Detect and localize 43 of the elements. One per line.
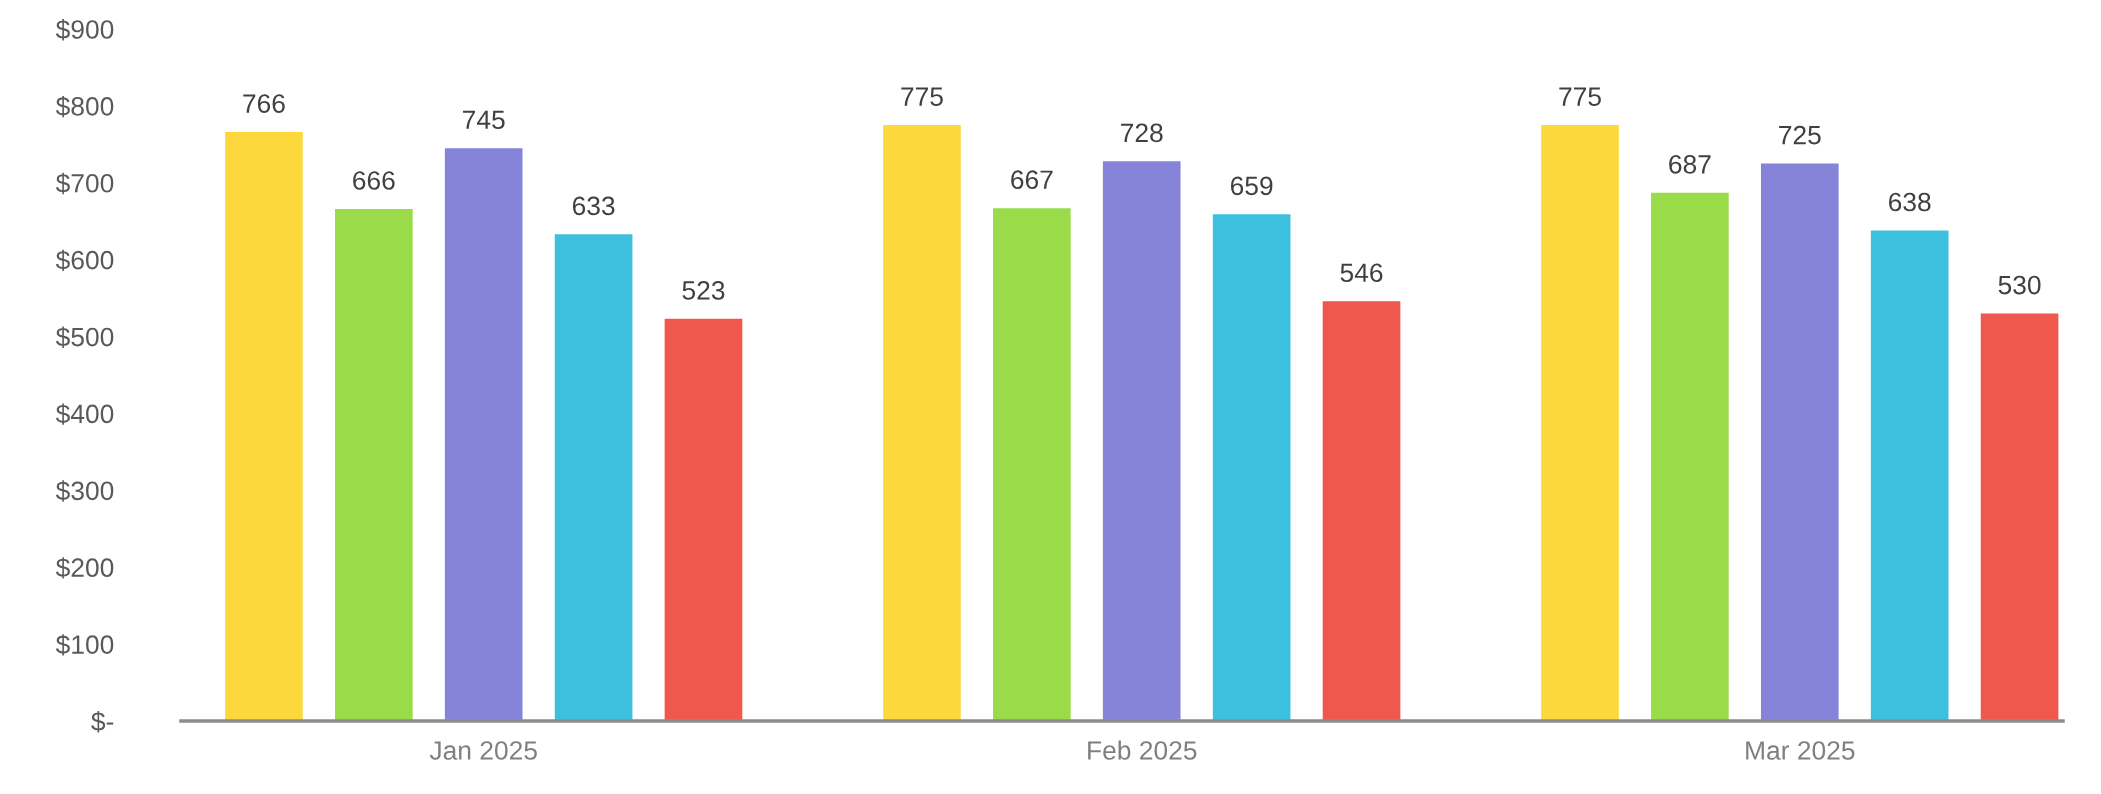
x-tick-label: Jan 2025	[429, 741, 537, 760]
data-label: 659	[1230, 176, 1273, 196]
data-label: 687	[1669, 154, 1711, 174]
bar	[444, 148, 523, 721]
y-tick-label: $200	[55, 557, 114, 579]
x-tick-label: Feb 2025	[1088, 740, 1197, 760]
data-label: 725	[1779, 125, 1821, 145]
bar	[1870, 230, 1949, 721]
data-label: 775	[1559, 87, 1601, 107]
y-tick-label: $700	[55, 172, 114, 195]
y-tick-label: $600	[55, 249, 114, 272]
data-label: 728	[1121, 123, 1163, 143]
data-label: 530	[1998, 275, 2041, 295]
bar	[1102, 161, 1181, 721]
data-label: 667	[1011, 170, 1053, 190]
data-label: 546	[1340, 263, 1383, 283]
bar	[1980, 313, 2059, 721]
bar	[225, 132, 303, 721]
bar	[1760, 163, 1839, 721]
y-tick-label: $400	[55, 403, 114, 425]
data-label: 766	[243, 94, 285, 113]
y-tick-label: $900	[55, 19, 114, 41]
y-tick-label: $800	[55, 95, 114, 118]
bar	[334, 208, 413, 721]
bar	[1212, 214, 1291, 721]
data-label: 666	[353, 171, 395, 190]
y-tick-label: $-	[91, 711, 114, 733]
y-tick-label: $100	[55, 634, 114, 656]
bar	[883, 125, 961, 721]
y-tick-label: $300	[55, 480, 114, 502]
bar	[554, 234, 633, 721]
data-label: 523	[682, 281, 725, 300]
y-tick-label: $500	[55, 326, 114, 348]
bar	[993, 208, 1071, 721]
bar	[1651, 192, 1729, 721]
bar	[1541, 125, 1619, 721]
data-label: 633	[572, 196, 615, 216]
data-label: 638	[1889, 192, 1931, 212]
bar	[664, 318, 743, 721]
bar	[1322, 301, 1401, 721]
data-label: 775	[901, 87, 943, 107]
x-tick-label: Mar 2025	[1746, 741, 1855, 760]
data-label: 745	[463, 110, 505, 130]
